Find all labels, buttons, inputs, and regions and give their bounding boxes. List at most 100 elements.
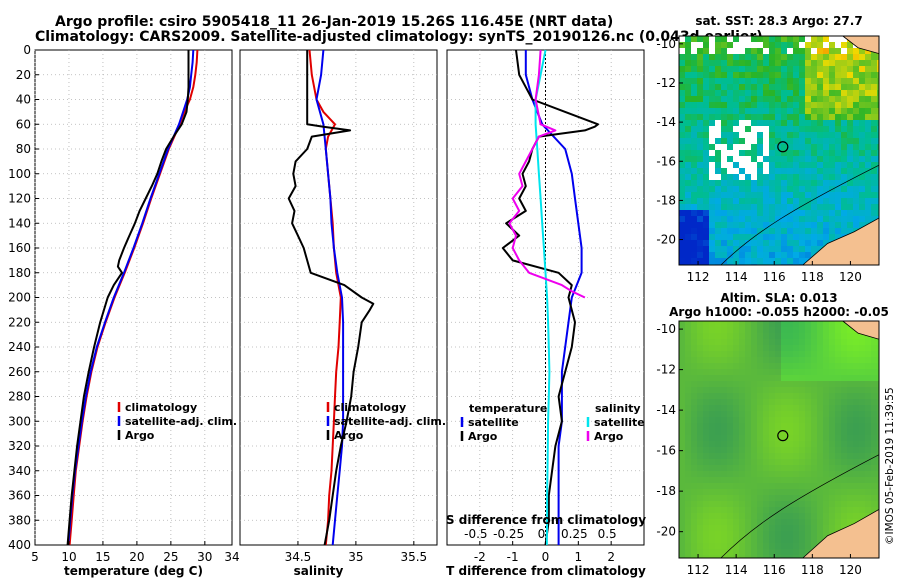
map-cell [721, 144, 727, 150]
map-cell [721, 333, 727, 339]
map-cell [841, 42, 847, 48]
map-cell [769, 429, 775, 435]
map-cell [691, 555, 697, 558]
map-cell [727, 204, 733, 210]
map-cell [877, 477, 879, 483]
map-cell [841, 327, 847, 333]
map-cell [721, 66, 727, 72]
map-cell [811, 417, 817, 423]
x-tick-label: 0 [542, 550, 550, 564]
map-cell [847, 483, 853, 489]
map-cell [679, 531, 685, 537]
map-cell [709, 423, 715, 429]
map-cell [841, 156, 847, 162]
map-cell [709, 252, 715, 258]
map-cell [721, 216, 727, 222]
map-cell [787, 345, 793, 351]
map-cell [859, 210, 865, 216]
map-cell [787, 114, 793, 120]
map-cell [859, 453, 865, 459]
map-cell [769, 393, 775, 399]
map-cell [787, 120, 793, 126]
map-cell [811, 321, 817, 327]
map-cell [841, 174, 847, 180]
map-cell [865, 96, 871, 102]
map-cell [745, 258, 751, 264]
map-cell [865, 447, 871, 453]
map-cell [745, 489, 751, 495]
y-tick-label: -18 [656, 193, 676, 207]
map-cell [865, 126, 871, 132]
map-cell [685, 168, 691, 174]
map-cell [811, 222, 817, 228]
map-cell [859, 447, 865, 453]
map-cell [799, 369, 805, 375]
map-cell [871, 369, 877, 375]
map-cell [715, 513, 721, 519]
map-cell [715, 102, 721, 108]
map-cell [739, 36, 745, 42]
map-cell [859, 423, 865, 429]
map-cell [703, 156, 709, 162]
map-cell [841, 417, 847, 423]
map-cell [871, 477, 877, 483]
map-cell [793, 471, 799, 477]
map-cell [703, 174, 709, 180]
map-cell [751, 102, 757, 108]
map-cell [787, 441, 793, 447]
map-cell [763, 240, 769, 246]
map-cell [685, 48, 691, 54]
map-cell [769, 543, 775, 549]
map-cell [811, 78, 817, 84]
map-cell [829, 126, 835, 132]
map-cell [865, 84, 871, 90]
map-cell [877, 339, 879, 345]
map-cell [859, 102, 865, 108]
map-cell [799, 345, 805, 351]
y-tick-label: 180 [8, 266, 31, 280]
map-cell [703, 168, 709, 174]
map-cell [793, 429, 799, 435]
map-cell [781, 108, 787, 114]
map-cell [715, 507, 721, 513]
map-cell [763, 327, 769, 333]
map-cell [697, 174, 703, 180]
map-cell [739, 357, 745, 363]
map-cell [709, 228, 715, 234]
map-cell [757, 186, 763, 192]
map-cell [715, 120, 721, 126]
map-cell [697, 435, 703, 441]
map-cell [679, 345, 685, 351]
map-cell [775, 411, 781, 417]
map-cell [775, 471, 781, 477]
map-cell [853, 369, 859, 375]
map-cell [799, 96, 805, 102]
map-cell [709, 357, 715, 363]
map-cell [727, 465, 733, 471]
map-cell [859, 168, 865, 174]
map-cell [703, 405, 709, 411]
map-cell [709, 465, 715, 471]
map-cell [805, 84, 811, 90]
map-cell [775, 339, 781, 345]
map-cell [703, 357, 709, 363]
map-cell [853, 423, 859, 429]
map-cell [733, 477, 739, 483]
map-cell [841, 375, 847, 381]
map-cell [739, 519, 745, 525]
map-cell [865, 465, 871, 471]
map-cell [691, 78, 697, 84]
map-cell [691, 513, 697, 519]
map-cell [877, 132, 879, 138]
map-cell [823, 489, 829, 495]
map-cell [733, 126, 739, 132]
map-cell [811, 240, 817, 246]
map-cell [733, 549, 739, 555]
map-cell [679, 519, 685, 525]
map-cell [835, 375, 841, 381]
map-cell [691, 501, 697, 507]
map-cell [691, 477, 697, 483]
map-cell [787, 435, 793, 441]
map-cell [721, 60, 727, 66]
map-cell [691, 345, 697, 351]
